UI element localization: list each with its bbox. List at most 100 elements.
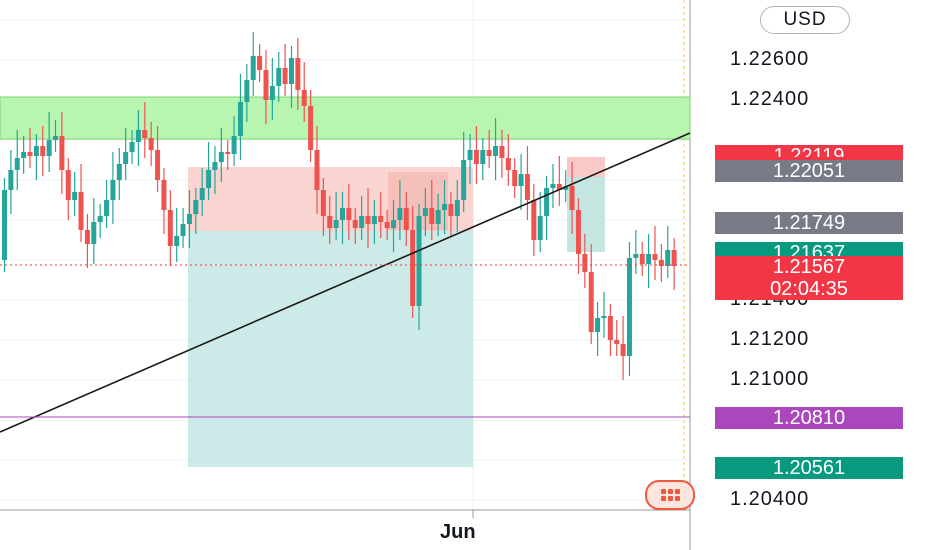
time-axis-label: Jun (440, 521, 476, 543)
candle-body (537, 216, 543, 240)
price-tag: 1.21567 (715, 255, 903, 278)
candle-body (193, 200, 199, 214)
candle-body (665, 250, 671, 266)
candle-body (416, 216, 422, 306)
candle-body (59, 136, 65, 170)
candle-body (422, 208, 428, 216)
candle-body (218, 152, 224, 162)
candle-body (582, 254, 588, 272)
candle-body (155, 150, 161, 180)
candle-body (346, 208, 352, 220)
price-tag: 1.22051 (715, 160, 903, 182)
candle-body (8, 170, 14, 190)
candle-body (518, 174, 524, 186)
candle-body (301, 90, 307, 106)
candle-body (263, 70, 269, 100)
candle-body (84, 230, 90, 244)
candle-body (97, 216, 103, 222)
candle-body (199, 188, 205, 200)
candle-body (161, 180, 167, 210)
candle-body (123, 152, 129, 164)
candle-body (493, 146, 499, 156)
candle-body (556, 184, 562, 190)
candle-body (314, 150, 320, 190)
candle-body (327, 216, 333, 228)
candle-body (524, 174, 530, 200)
price-tick-label: 1.21200 (730, 328, 810, 350)
candle-body (186, 214, 192, 224)
candle-body (212, 162, 218, 170)
candle-body (639, 254, 645, 264)
candle-body (550, 184, 556, 188)
candle-body (595, 318, 601, 332)
supply-zone (0, 96, 691, 140)
candle-body (544, 188, 550, 216)
candle-body (142, 130, 148, 138)
grid-widget-icon[interactable] (645, 480, 695, 510)
candle-body (384, 222, 390, 228)
candle-body (671, 250, 677, 266)
candle-body (397, 208, 403, 220)
candle-body (78, 192, 84, 230)
currency-badge[interactable]: USD (760, 6, 850, 34)
candle-body (231, 136, 237, 154)
candle-body (473, 150, 479, 164)
candle-body (626, 258, 632, 356)
candle-body (91, 222, 97, 244)
candle-body (174, 236, 180, 246)
price-tick-label: 1.22400 (730, 88, 810, 110)
candle-body (633, 254, 639, 258)
candle-body (27, 152, 33, 156)
candle-body (276, 68, 282, 86)
candle-body (588, 272, 594, 332)
candle-body (333, 220, 339, 228)
candle-body (167, 210, 173, 246)
candle-body (646, 254, 652, 264)
candle-body (288, 58, 294, 84)
candle-body (563, 186, 569, 190)
candle-body (480, 150, 486, 164)
candle-body (148, 138, 154, 150)
candle-body (237, 102, 243, 136)
bar-countdown: 02:04:35 (715, 277, 903, 300)
candle-body (21, 152, 27, 158)
candle-body (269, 86, 275, 100)
candle-body (65, 170, 71, 200)
candle-body (403, 208, 409, 230)
candle-body (448, 204, 454, 216)
candle-body (601, 316, 607, 318)
trendline (0, 132, 691, 433)
candle-body (499, 146, 505, 158)
candle-body (250, 56, 256, 80)
candle-body (40, 146, 46, 156)
small-stop-zone (567, 157, 605, 177)
candle-body (244, 80, 250, 102)
candle-body (129, 142, 135, 152)
candle-body (352, 220, 358, 228)
candle-body (257, 56, 263, 70)
candle-body (365, 216, 371, 224)
candle-body (340, 208, 345, 220)
candle-body (295, 58, 301, 90)
candle-body (72, 192, 78, 200)
candle-body (359, 216, 365, 228)
candle-body (110, 180, 116, 200)
price-tag: 1.20810 (715, 407, 903, 429)
price-tag: 1.20561 (715, 456, 903, 479)
candle-body (512, 170, 518, 186)
candle-body (135, 130, 141, 142)
candle-body (320, 190, 326, 216)
candle-body (116, 164, 122, 180)
candle-body (391, 220, 397, 228)
candle-body (569, 186, 575, 210)
candle-body (429, 208, 435, 224)
candle-body (454, 200, 460, 216)
candle-body (2, 190, 7, 260)
candle-body (410, 230, 416, 306)
candle-body (104, 200, 110, 216)
candle-body (620, 344, 626, 356)
candle-body (531, 200, 537, 240)
candle-body (575, 210, 581, 254)
candle-body (467, 150, 473, 160)
